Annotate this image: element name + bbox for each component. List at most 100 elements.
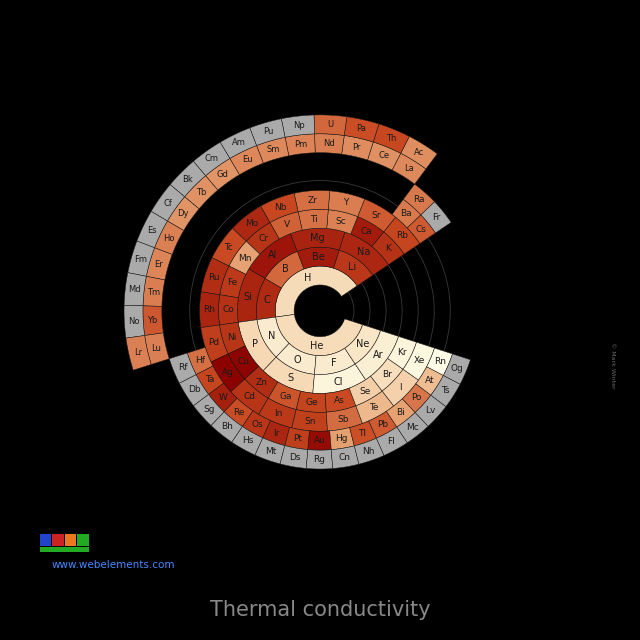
Polygon shape [124,305,145,338]
Text: La: La [404,164,413,173]
Polygon shape [376,427,407,456]
Text: Es: Es [147,225,157,234]
Text: H: H [303,273,311,283]
Polygon shape [232,206,270,241]
Polygon shape [276,314,363,356]
Text: U: U [327,120,333,129]
Polygon shape [373,124,410,153]
Text: Se: Se [359,387,371,396]
Text: Ne: Ne [356,339,370,349]
Polygon shape [218,295,239,325]
Polygon shape [257,317,289,357]
Polygon shape [315,134,344,154]
Text: No: No [128,317,140,326]
Text: Te: Te [369,403,379,412]
Polygon shape [392,199,421,228]
Polygon shape [325,388,356,412]
Text: He: He [310,341,324,351]
Polygon shape [211,412,243,442]
Polygon shape [314,115,347,136]
Text: Fl: Fl [387,437,396,446]
Text: Pb: Pb [377,420,388,429]
Polygon shape [296,391,326,412]
Text: Cr: Cr [258,234,268,243]
Polygon shape [256,278,282,320]
Text: Hs: Hs [242,436,253,445]
Polygon shape [387,399,415,427]
Text: Kr: Kr [397,348,407,356]
Polygon shape [401,136,437,169]
Polygon shape [257,137,289,163]
Polygon shape [143,276,165,307]
Polygon shape [345,324,381,364]
Text: Cm: Cm [205,154,219,163]
Polygon shape [143,306,163,335]
Polygon shape [224,398,253,426]
Text: Ir: Ir [274,429,280,438]
Text: Be: Be [312,252,324,262]
Text: Pt: Pt [293,435,302,444]
Polygon shape [291,228,345,252]
Text: Lu: Lu [152,344,161,353]
Polygon shape [330,428,355,450]
Text: Bk: Bk [182,175,193,184]
Text: Ds: Ds [289,453,300,462]
Polygon shape [356,391,394,424]
Polygon shape [147,248,172,280]
Text: Pm: Pm [294,140,307,149]
Text: Mc: Mc [406,423,419,432]
Text: Ti: Ti [310,214,317,223]
Text: Y: Y [342,198,348,207]
Polygon shape [333,250,373,286]
Text: Rn: Rn [434,356,445,365]
Text: Pu: Pu [263,127,273,136]
Text: Pr: Pr [353,143,361,152]
Polygon shape [230,145,263,175]
Text: C: C [264,295,270,305]
Text: Ba: Ba [401,209,412,218]
Bar [52,534,64,545]
Polygon shape [263,357,314,393]
Text: Hg: Hg [335,435,348,444]
Polygon shape [243,411,271,438]
Text: Gd: Gd [217,170,228,179]
Text: Ga: Ga [279,392,292,401]
Polygon shape [369,412,397,438]
Text: Sb: Sb [337,415,349,424]
Polygon shape [232,426,263,455]
Polygon shape [349,376,382,406]
Polygon shape [209,383,237,412]
Text: Rf: Rf [178,363,188,372]
Text: Al: Al [268,250,277,260]
Text: Tm: Tm [147,287,160,296]
Polygon shape [328,191,365,216]
Text: Tb: Tb [196,188,207,197]
Text: Au: Au [314,436,326,445]
Text: Md: Md [129,285,141,294]
Text: Cd: Cd [244,392,256,401]
Polygon shape [229,241,260,275]
Polygon shape [128,241,154,276]
Text: Og: Og [451,364,463,373]
Polygon shape [427,348,452,376]
Polygon shape [193,394,224,426]
Polygon shape [228,346,259,379]
Text: S: S [287,372,293,383]
Polygon shape [151,184,184,221]
Polygon shape [231,379,268,415]
Text: Mg: Mg [310,233,325,243]
Polygon shape [314,348,355,374]
Text: Br: Br [381,370,392,379]
Polygon shape [220,266,246,298]
Text: Sm: Sm [267,145,280,154]
Polygon shape [201,258,229,295]
Polygon shape [238,320,276,371]
Text: Tl: Tl [358,429,367,438]
Bar [65,534,76,545]
Polygon shape [193,142,230,176]
Bar [40,534,51,545]
Text: © Mark Winter: © Mark Winter [610,342,615,389]
Polygon shape [170,161,205,196]
Text: Xe: Xe [413,356,425,365]
Text: As: As [334,396,345,405]
